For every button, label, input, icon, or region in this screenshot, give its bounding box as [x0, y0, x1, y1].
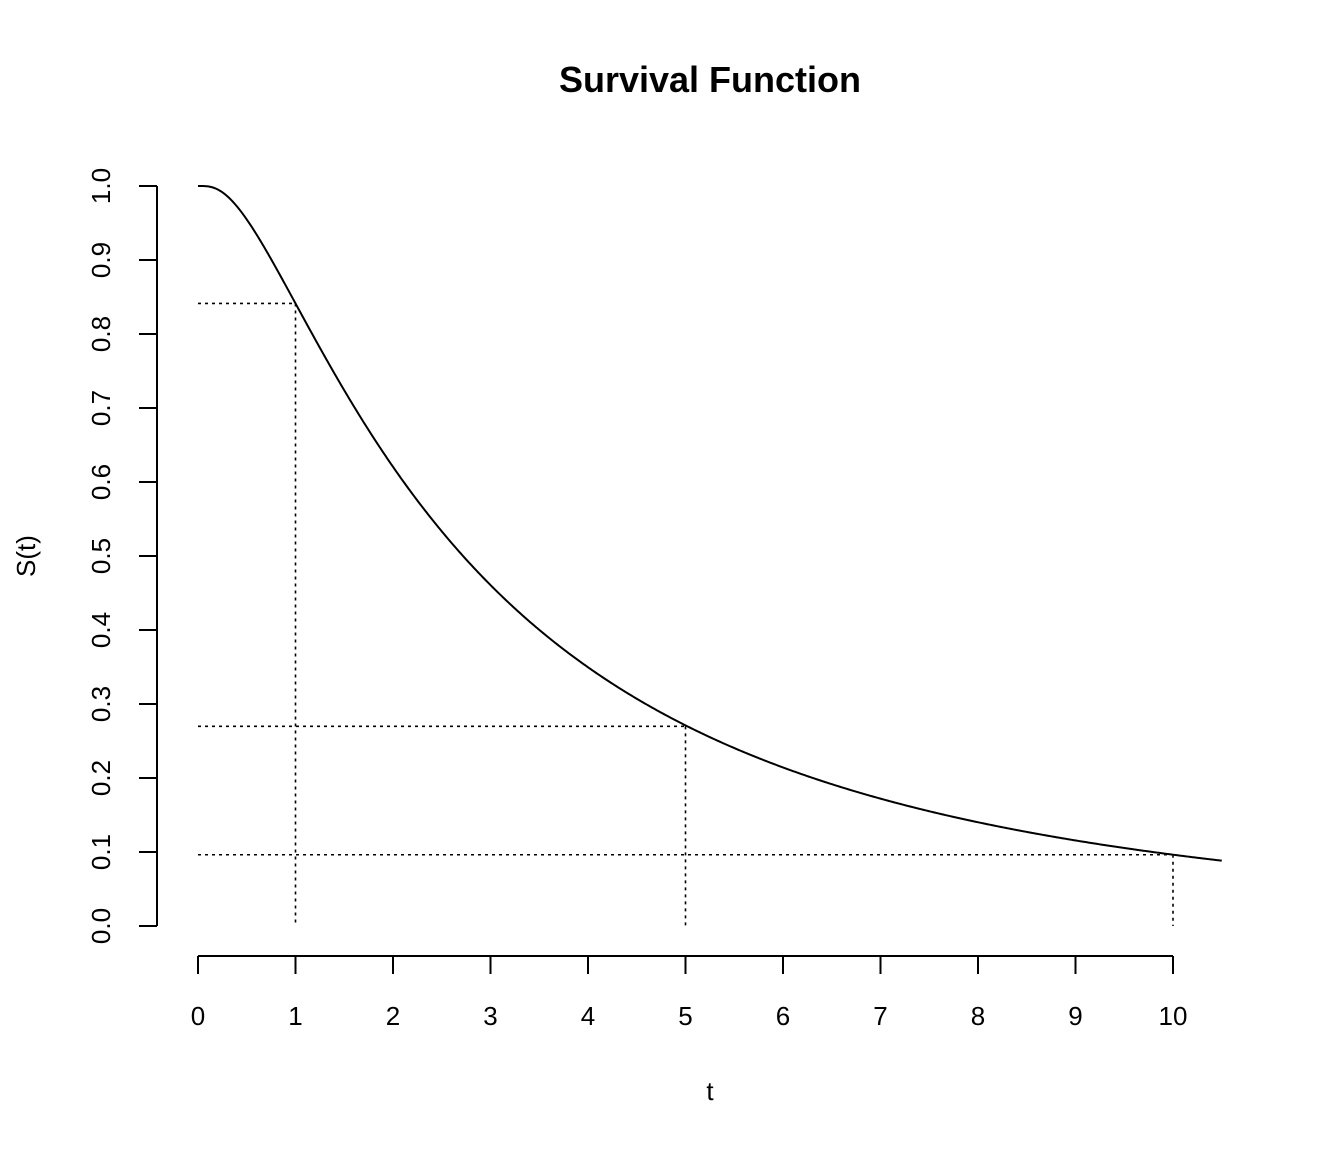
x-axis-label: t	[706, 1076, 714, 1106]
x-tick-label: 1	[288, 1001, 302, 1031]
y-tick-label: 0.9	[86, 242, 116, 278]
y-tick-label: 0.4	[86, 612, 116, 648]
y-tick-label: 1.0	[86, 168, 116, 204]
y-tick-label: 0.2	[86, 760, 116, 796]
y-tick-label: 0.1	[86, 834, 116, 870]
x-tick-label: 2	[386, 1001, 400, 1031]
y-tick-label: 0.5	[86, 538, 116, 574]
chart-title: Survival Function	[559, 59, 861, 100]
x-tick-label: 7	[873, 1001, 887, 1031]
x-tick-label: 6	[776, 1001, 790, 1031]
x-tick-label: 8	[971, 1001, 985, 1031]
x-tick-label: 5	[678, 1001, 692, 1031]
y-tick-label: 0.0	[86, 908, 116, 944]
y-tick-label: 0.7	[86, 390, 116, 426]
x-tick-label: 0	[191, 1001, 205, 1031]
y-axis-label: S(t)	[11, 535, 41, 577]
x-tick-label: 4	[581, 1001, 595, 1031]
x-tick-label: 9	[1068, 1001, 1082, 1031]
x-tick-label: 3	[483, 1001, 497, 1031]
y-tick-label: 0.8	[86, 316, 116, 352]
y-tick-label: 0.3	[86, 686, 116, 722]
x-tick-label: 10	[1159, 1001, 1188, 1031]
y-tick-label: 0.6	[86, 464, 116, 500]
survival-curve	[198, 185, 1222, 862]
